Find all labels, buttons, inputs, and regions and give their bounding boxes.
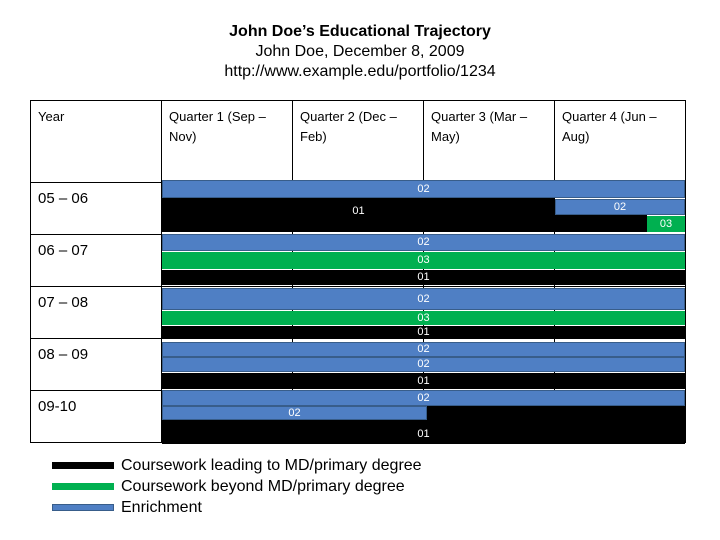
legend-label: Coursework beyond MD/primary degree — [121, 478, 405, 495]
table-header-row: Year Quarter 1 (Sep – Nov) Quarter 2 (De… — [30, 100, 686, 183]
quarter-cell — [161, 182, 293, 235]
quarter-cell — [292, 338, 424, 391]
quarter-cell — [292, 234, 424, 287]
coursework-primary-swatch — [52, 462, 114, 469]
quarter-cell — [423, 182, 555, 235]
column-header-quarter-1: Quarter 1 (Sep – Nov) — [161, 100, 293, 183]
quarter-cell — [292, 390, 424, 443]
column-header-quarter-4: Quarter 4 (Jun – Aug) — [554, 100, 686, 183]
quarter-cell — [423, 338, 555, 391]
legend-label: Coursework leading to MD/primary degree — [121, 457, 422, 474]
trajectory-table: Year Quarter 1 (Sep – Nov) Quarter 2 (De… — [30, 100, 686, 443]
table-row: 08 – 09 — [30, 338, 686, 391]
year-cell: 08 – 09 — [30, 338, 162, 391]
column-header-year: Year — [30, 100, 162, 183]
quarter-cell — [423, 390, 555, 443]
quarter-cell — [554, 338, 686, 391]
table-row: 05 – 06 — [30, 182, 686, 235]
table-row: 07 – 08 — [30, 286, 686, 339]
quarter-cell — [554, 182, 686, 235]
quarter-cell — [554, 286, 686, 339]
enrichment-swatch — [52, 504, 114, 511]
quarter-cell — [554, 390, 686, 443]
quarter-cell — [292, 286, 424, 339]
legend-label: Enrichment — [121, 499, 202, 516]
page-header: John Doe’s Educational Trajectory John D… — [0, 22, 720, 82]
quarter-cell — [161, 390, 293, 443]
quarter-cell — [292, 182, 424, 235]
portfolio-url: http://www.example.edu/portfolio/1234 — [224, 63, 496, 80]
quarter-cell — [161, 286, 293, 339]
quarter-cell — [161, 338, 293, 391]
column-header-quarter-2: Quarter 2 (Dec – Feb) — [292, 100, 424, 183]
column-header-quarter-3: Quarter 3 (Mar – May) — [423, 100, 555, 183]
year-cell: 06 – 07 — [30, 234, 162, 287]
year-cell: 09-10 — [30, 390, 162, 443]
year-cell: 07 – 08 — [30, 286, 162, 339]
page-title: John Doe’s Educational Trajectory — [229, 23, 491, 40]
table-row: 09-10 — [30, 390, 686, 443]
year-cell: 05 – 06 — [30, 182, 162, 235]
table-row: 06 – 07 — [30, 234, 686, 287]
coursework-beyond-swatch — [52, 483, 114, 490]
author-date: John Doe, December 8, 2009 — [255, 43, 465, 60]
quarter-cell — [423, 286, 555, 339]
quarter-cell — [423, 234, 555, 287]
quarter-cell — [161, 234, 293, 287]
quarter-cell — [554, 234, 686, 287]
